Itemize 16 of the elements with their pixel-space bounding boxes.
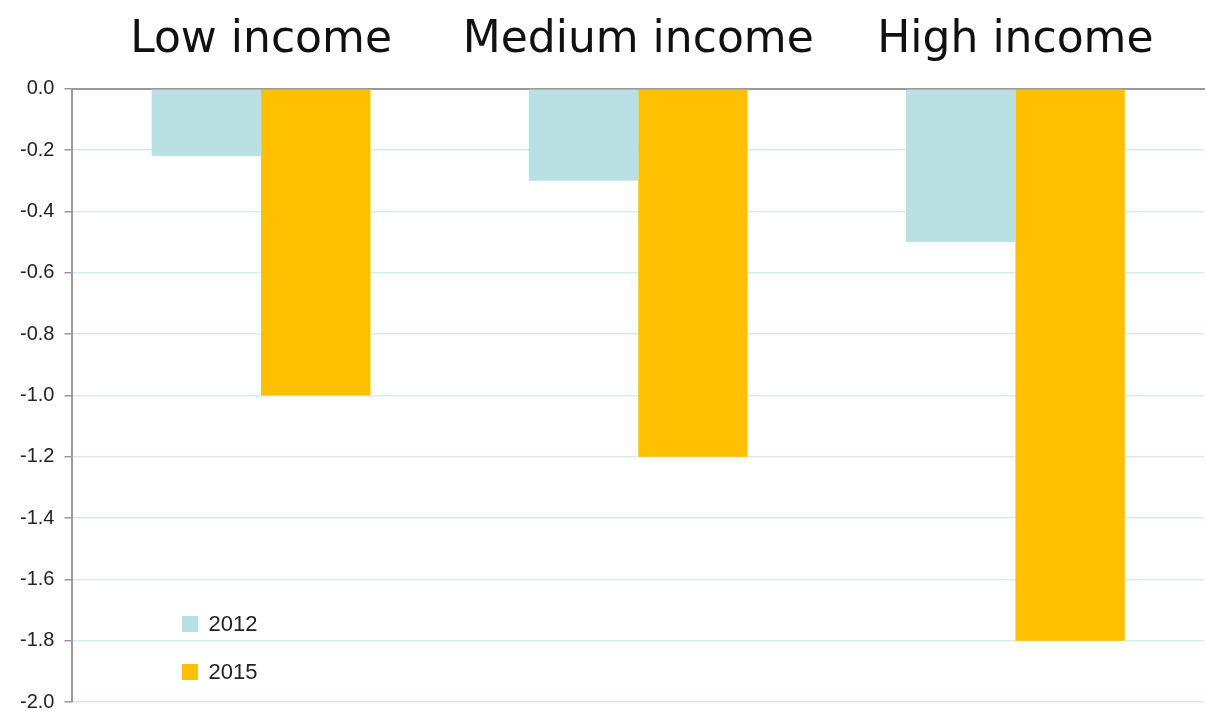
y-tick-label: 0.0 [26, 76, 55, 99]
legend-label: 2012 [208, 611, 258, 637]
y-tick-label: -1.0 [19, 382, 55, 405]
y-tick-label: -0.4 [19, 198, 55, 221]
y-tick-label: -1.4 [19, 505, 55, 528]
x-tick-label: Low income [130, 10, 392, 62]
y-tick-label: -1.2 [19, 444, 55, 467]
y-tick-label: -0.8 [19, 321, 55, 344]
x-tick-label: High income [877, 10, 1154, 62]
y-tick-label: -0.2 [19, 137, 55, 160]
y-tick-label: -1.6 [19, 566, 55, 589]
legend-label: 2015 [208, 659, 258, 685]
y-tick-label: -1.8 [19, 628, 55, 651]
y-tick-label: -2.0 [19, 689, 55, 712]
y-tick-label: -0.6 [19, 260, 55, 283]
x-tick-label: Medium income [462, 10, 814, 62]
